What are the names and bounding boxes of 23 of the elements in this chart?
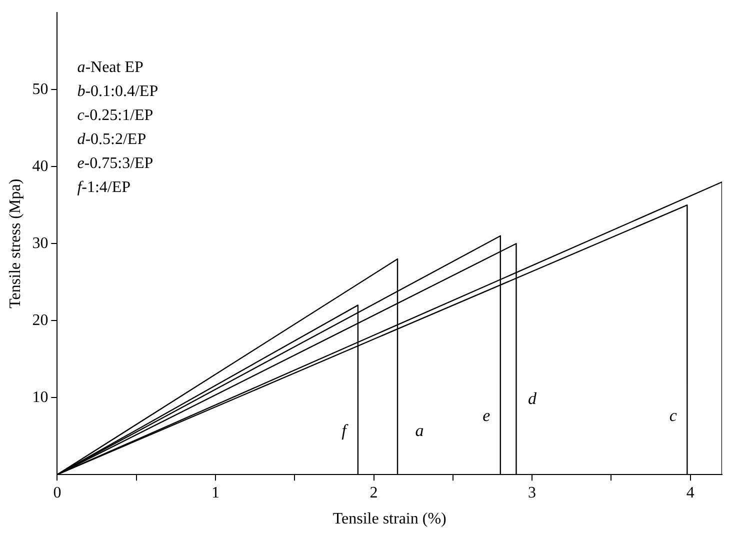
- series-label: e: [482, 406, 491, 426]
- y-tick-label: 40: [32, 158, 48, 175]
- annotation: f-1:4/EP: [77, 178, 131, 196]
- y-tick-label: 30: [32, 234, 48, 252]
- annotation: c-0.25:1/EP: [77, 106, 154, 124]
- x-axis-title: Tensile strain (%): [332, 510, 446, 528]
- x-tick-label: 4: [686, 484, 694, 502]
- x-tick-label: 2: [370, 484, 378, 502]
- annotation: d-0.5:2/EP: [77, 130, 146, 148]
- y-tick-label: 20: [32, 312, 48, 329]
- annotation: e-0.75:3/EP: [77, 154, 154, 172]
- y-tick-label: 50: [32, 80, 48, 98]
- series-label: d: [528, 389, 537, 408]
- annotation: a-Neat EP: [77, 58, 144, 76]
- series-label: f: [342, 421, 349, 440]
- y-axis-title: Tensile stress (Mpa): [6, 178, 24, 308]
- x-tick-label: 0: [53, 484, 62, 502]
- series-label: c: [669, 406, 678, 426]
- annotation: b-0.1:0.4/EP: [77, 82, 158, 100]
- x-tick-label: 3: [528, 484, 536, 502]
- y-tick-label: 10: [32, 388, 48, 406]
- series-label: a: [415, 421, 424, 440]
- x-tick-label: 1: [211, 484, 220, 502]
